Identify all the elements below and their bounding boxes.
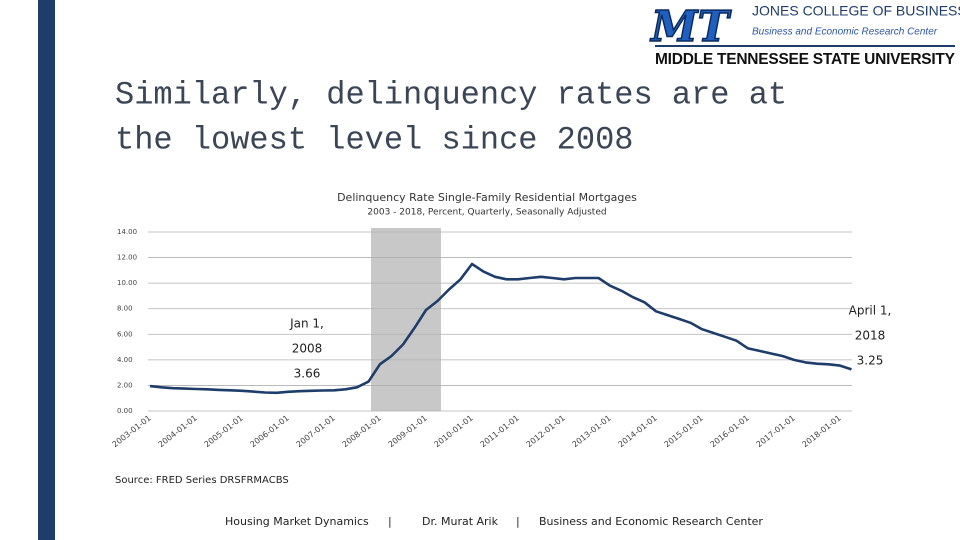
- annotation: 2018: [855, 329, 886, 343]
- y-tick-label: 2.00: [117, 381, 133, 389]
- logo-mark: MT: [649, 2, 731, 51]
- footer-text: Housing Market Dynamics: [225, 515, 369, 528]
- slide-title: the lowest level since 2008: [115, 121, 633, 158]
- y-tick-label: 12.00: [117, 254, 137, 262]
- annotation: Jan 1,: [289, 317, 324, 331]
- university-name: MIDDLE TENNESSEE STATE UNIVERSITY: [655, 51, 956, 68]
- side-bar: [38, 0, 55, 540]
- y-tick-label: 4.00: [117, 356, 133, 364]
- y-tick-label: 10.00: [117, 279, 137, 287]
- footer-text: Dr. Murat Arik: [422, 515, 499, 528]
- footer: Housing Market Dynamics | Dr. Murat Arik…: [225, 515, 763, 528]
- y-tick-label: 14.00: [117, 228, 137, 236]
- chart-title: Delinquency Rate Single-Family Residenti…: [337, 191, 637, 204]
- annotation: 3.25: [857, 354, 884, 368]
- annotation: 2008: [292, 342, 323, 356]
- y-tick-label: 0.00: [117, 407, 133, 415]
- annotation: April 1,: [849, 304, 892, 318]
- footer-separator: |: [388, 515, 392, 528]
- logo-rule: [655, 45, 955, 47]
- chart-subtitle: 2003 - 2018, Percent, Quarterly, Seasona…: [367, 208, 606, 218]
- footer-separator: |: [516, 515, 520, 528]
- y-tick-label: 8.00: [117, 305, 133, 313]
- logo: MT JONES COLLEGE OF BUSINESS Business an…: [648, 1, 960, 68]
- y-tick-label: 6.00: [117, 330, 133, 338]
- college-name: JONES COLLEGE OF BUSINESS: [752, 3, 960, 19]
- recession-shading: [371, 228, 441, 411]
- footer-text: Business and Economic Research Center: [539, 515, 763, 528]
- annotation: 3.66: [294, 367, 321, 381]
- slide-title: Similarly, delinquency rates are at: [115, 76, 787, 113]
- center-name: Business and Economic Research Center: [752, 27, 938, 38]
- source-note: Source: FRED Series DRSFRMACBS: [115, 475, 289, 486]
- data-line: [149, 262, 852, 395]
